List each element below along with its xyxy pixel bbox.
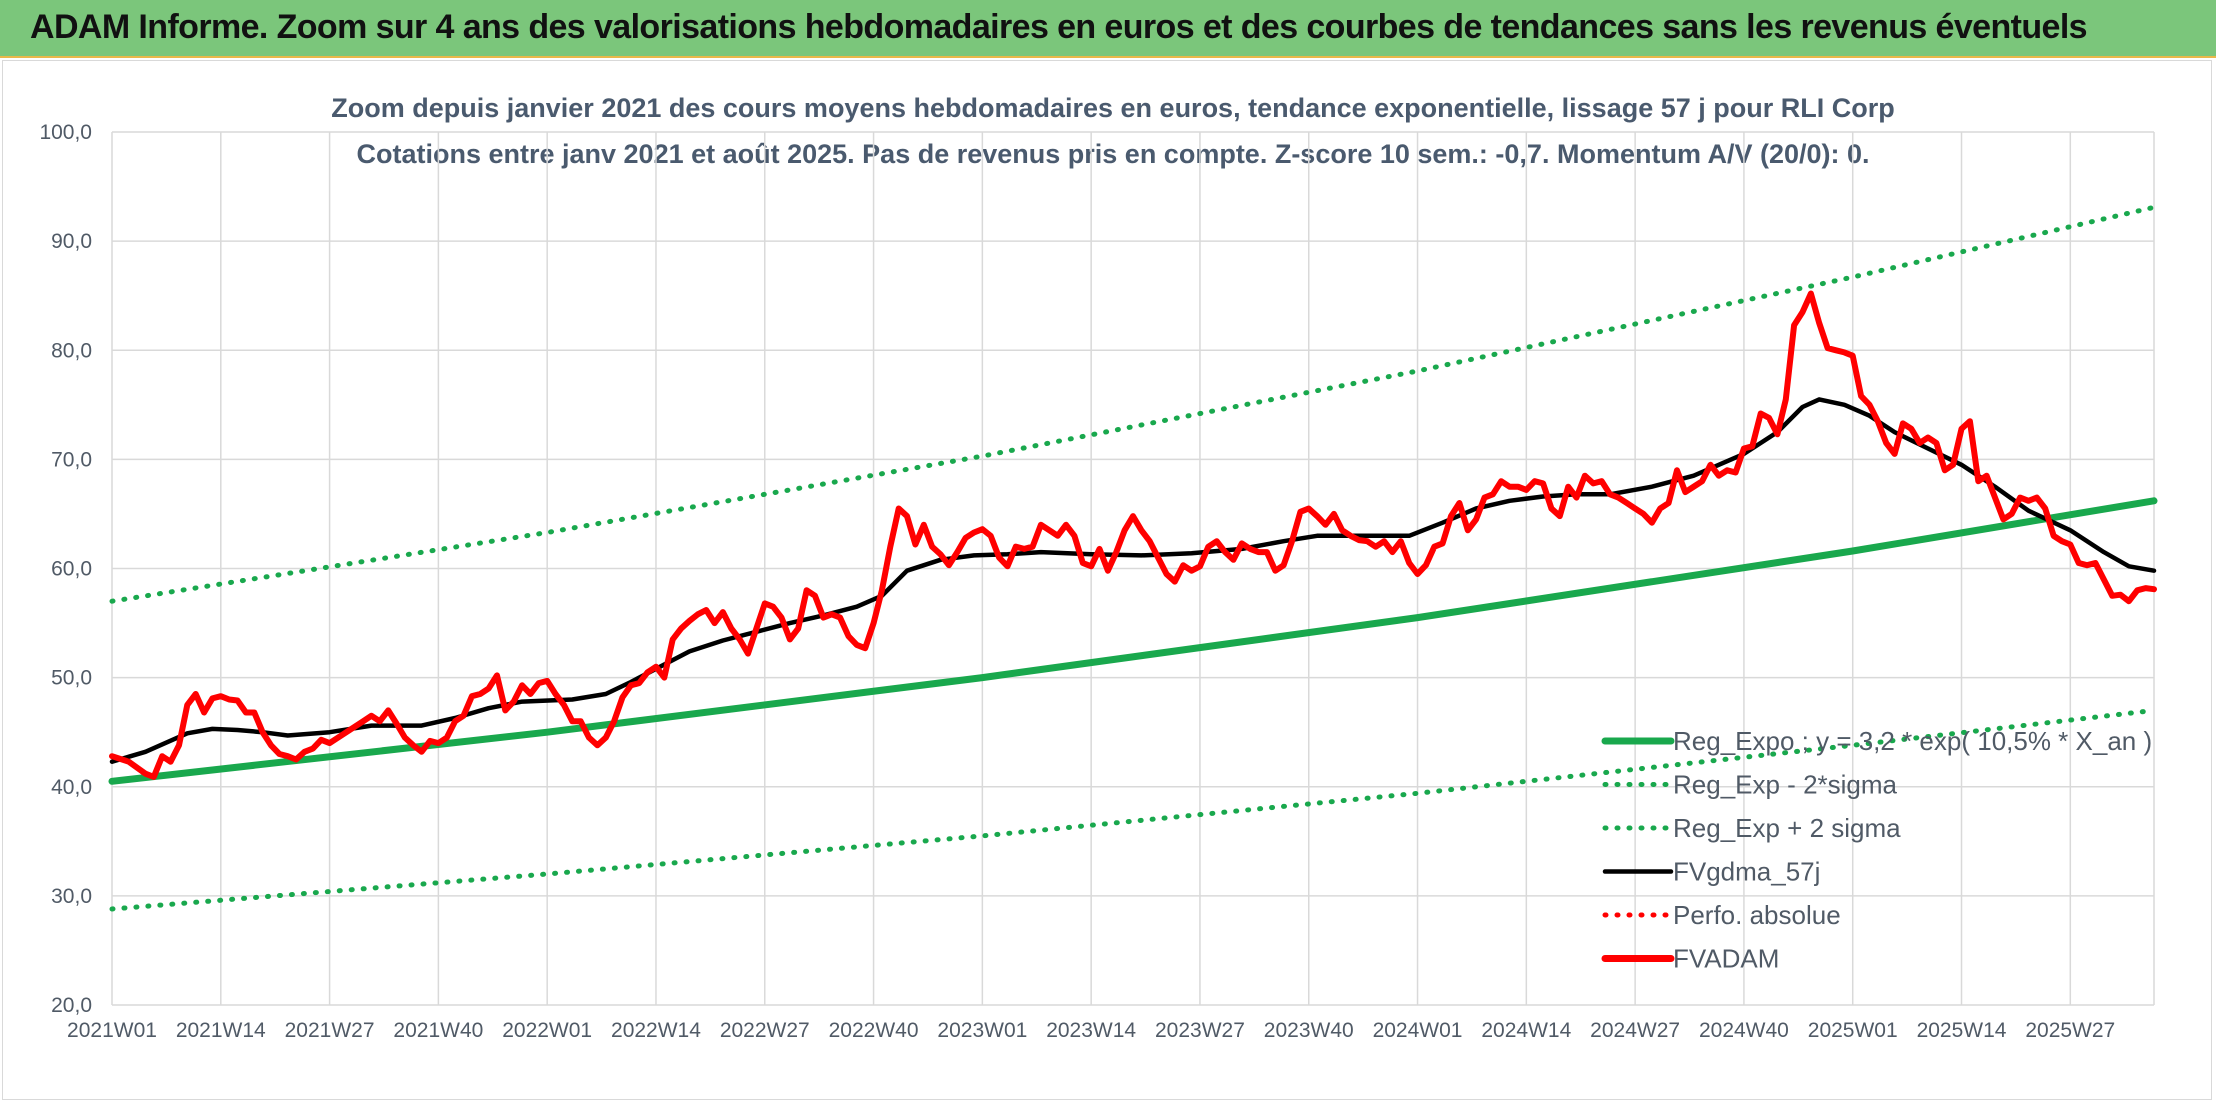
x-tick-label: 2021W14	[176, 1019, 266, 1042]
chart-subtitle: Cotations entre janv 2021 et août 2025. …	[356, 139, 1869, 169]
legend-label: Reg_Expo ; y = 3,2 * exp( 10,5% * X_an )	[1673, 726, 2152, 756]
legend-label: FVgdma_57j	[1673, 857, 1820, 887]
x-tick-label: 2021W40	[393, 1019, 483, 1042]
x-tick-label: 2022W14	[611, 1019, 701, 1042]
x-tick-label: 2023W14	[1046, 1019, 1136, 1042]
y-tick-label: 90,0	[51, 230, 92, 253]
x-tick-label: 2022W27	[720, 1019, 810, 1042]
legend-label: FVADAM	[1673, 944, 1779, 974]
legend-label: Reg_Exp + 2 sigma	[1673, 813, 1901, 843]
series-line-reg-expo-y-3-2-exp-10-5-x-an	[108, 497, 2158, 785]
chart-frame	[2, 60, 2212, 1100]
legend: Reg_Expo ; y = 3,2 * exp( 10,5% * X_an )…	[1601, 726, 2152, 974]
axis-labels: 20,0 30,0 40,0 50,0 60,0 70,0 80,0 90,0 100,0 202…	[39, 121, 2115, 1042]
x-tick-label: 2023W40	[1264, 1019, 1354, 1042]
series-lines	[108, 204, 2158, 912]
y-tick-label: 60,0	[51, 558, 92, 581]
x-tick-label: 2022W40	[829, 1019, 919, 1042]
x-tick-label: 2023W27	[1155, 1019, 1245, 1042]
x-tick-label: 2021W27	[285, 1019, 375, 1042]
legend-label: Perfo. absolue	[1673, 900, 1841, 930]
x-tick-label: 2024W14	[1481, 1019, 1571, 1042]
x-tick-label: 2023W01	[937, 1019, 1027, 1042]
x-tick-label: 2022W01	[502, 1019, 592, 1042]
x-tick-label: 2025W01	[1808, 1019, 1898, 1042]
y-tick-label: 80,0	[51, 339, 92, 362]
x-tick-label: 2025W14	[1917, 1019, 2007, 1042]
x-tick-label: 2024W01	[1373, 1019, 1463, 1042]
report-banner: ADAM Informe. Zoom sur 4 ans des valoris…	[0, 0, 2216, 58]
x-tick-label: 2024W40	[1699, 1019, 1789, 1042]
y-tick-label: 40,0	[51, 776, 92, 799]
y-tick-label: 100,0	[39, 121, 92, 144]
x-tick-label: 2024W27	[1590, 1019, 1680, 1042]
x-tick-label: 2021W01	[67, 1019, 157, 1042]
series-line-reg-exp-2-sigma	[109, 204, 2157, 604]
y-tick-label: 20,0	[51, 994, 92, 1017]
y-tick-label: 70,0	[51, 448, 92, 471]
series-line-fvgdma-57j	[109, 397, 2157, 764]
report-title: ADAM Informe. Zoom sur 4 ans des valoris…	[30, 8, 2088, 46]
series-line-reg-exp-2-sigma	[109, 707, 2157, 912]
series-line-fvadam	[109, 290, 2157, 780]
y-tick-label: 50,0	[51, 667, 92, 690]
legend-label: Reg_Exp - 2*sigma	[1673, 770, 1898, 800]
x-tick-label: 2025W27	[2025, 1019, 2115, 1042]
y-tick-label: 30,0	[51, 885, 92, 908]
chart-title: Zoom depuis janvier 2021 des cours moyen…	[331, 93, 1894, 123]
grid-lines	[111, 131, 2155, 1006]
